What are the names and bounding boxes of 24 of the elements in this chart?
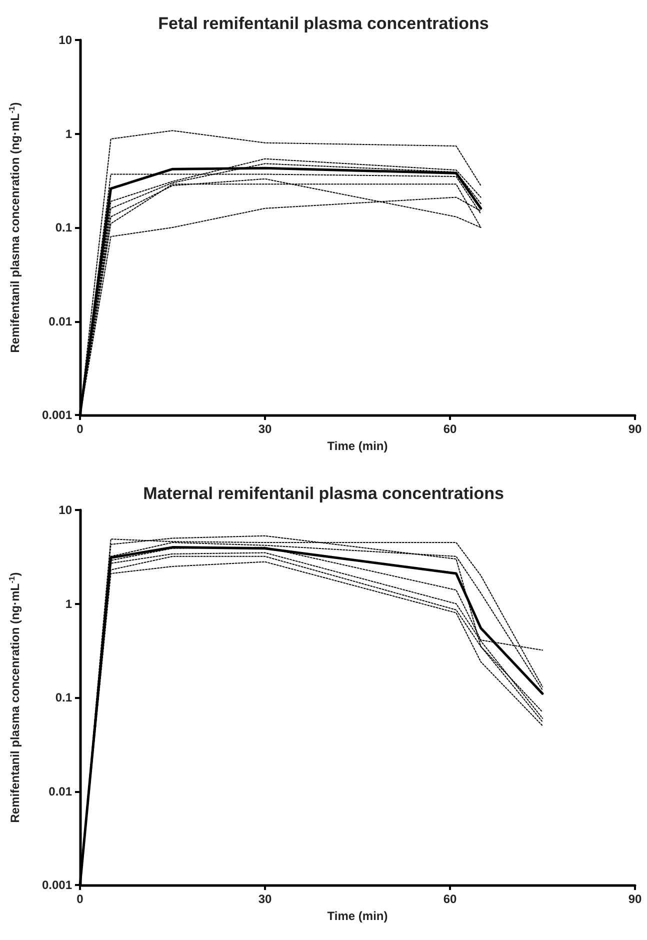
x-axis-title: Time (min) — [327, 438, 388, 453]
y-tick-label: 0.1 — [55, 690, 72, 704]
y-axis-title: Remifentanil plasma concenration (ng·mL-1) — [8, 102, 22, 353]
x-tick-label: 30 — [258, 892, 272, 906]
y-tick-label: 1 — [65, 596, 72, 611]
y-axis-title: Remifentanil plasma concenration (ng·mL-1) — [8, 572, 22, 823]
x-tick-label: 0 — [76, 892, 84, 906]
x-tick-label: 90 — [628, 892, 642, 906]
x-tick-label: 60 — [443, 422, 457, 436]
y-tick-label: 0.001 — [42, 878, 72, 892]
y-tick-label: 0.01 — [48, 784, 72, 798]
y-tick-label: 10 — [58, 503, 72, 517]
x-tick-label: 30 — [258, 422, 272, 436]
x-tick-label: 60 — [443, 892, 457, 906]
y-tick-label: 0.1 — [55, 220, 72, 234]
y-tick-label: 0.01 — [48, 314, 72, 328]
x-tick-label: 90 — [628, 422, 642, 436]
chart-title: Maternal remifentanil plasma concentrations — [143, 484, 504, 503]
y-tick-label: 0.001 — [42, 408, 72, 422]
y-tick-label: 1 — [65, 126, 72, 141]
x-tick-label: 0 — [76, 422, 84, 436]
x-axis-title: Time (min) — [327, 908, 388, 923]
y-tick-label: 10 — [58, 33, 72, 47]
chart-title: Fetal remifentanil plasma concentrations — [158, 14, 489, 33]
